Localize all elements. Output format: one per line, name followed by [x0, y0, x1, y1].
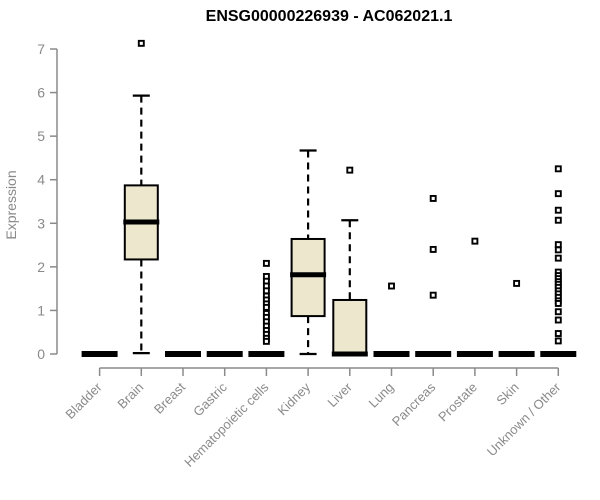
outlier-point — [262, 337, 270, 345]
x-tick-label-bladder: Bladder — [62, 379, 105, 422]
outlier-point — [554, 330, 562, 337]
outlier-point — [554, 165, 562, 173]
y-tick-label: 3 — [37, 215, 45, 231]
outlier-point — [262, 287, 270, 295]
x-tick-label-kidney: Kidney — [275, 379, 314, 418]
x-tick-label-unknown-other: Unknown / Other — [484, 379, 564, 459]
y-tick-label: 0 — [37, 346, 45, 362]
outlier-point — [554, 254, 562, 262]
boxplot-hematopoietic-cells — [248, 259, 285, 357]
outlier-point — [262, 303, 270, 311]
boxplot-skin — [498, 279, 535, 357]
outlier-point — [554, 241, 562, 249]
iqr-box — [290, 237, 326, 318]
outlier-point — [554, 308, 562, 316]
outlier-point — [429, 195, 437, 202]
y-tick-label: 2 — [37, 259, 45, 275]
outlier-point — [554, 337, 562, 345]
x-tick-label-gastric: Gastric — [190, 379, 230, 419]
outlier-point — [554, 190, 562, 198]
outlier-point — [429, 245, 437, 253]
outlier-point — [429, 291, 437, 299]
boxplot-kidney — [290, 149, 327, 356]
y-tick-label: 7 — [37, 41, 45, 57]
boxplot-lung — [373, 282, 410, 357]
boxplot-pancreas — [415, 195, 452, 357]
outlier-point — [471, 237, 479, 245]
outlier-point — [137, 39, 145, 47]
boxplot-unknown-other — [540, 165, 577, 357]
boxplot-prostate — [456, 237, 493, 357]
y-tick-label: 4 — [37, 172, 45, 188]
iqr-box — [332, 298, 368, 355]
outlier-point — [388, 282, 395, 290]
x-tick-label-liver: Liver — [324, 379, 355, 410]
x-tick-label-lung: Lung — [366, 380, 397, 411]
x-tick-label-prostate: Prostate — [435, 380, 480, 425]
outlier-point — [554, 300, 562, 307]
x-tick-label-breast: Breast — [151, 379, 188, 416]
outlier-point — [513, 279, 521, 287]
outlier-point — [346, 166, 354, 174]
boxplot-brain — [123, 39, 160, 355]
x-tick-label-brain: Brain — [114, 380, 146, 412]
y-axis-title: Expression — [3, 170, 19, 239]
outlier-point — [554, 216, 562, 224]
boxplot-liver — [331, 166, 368, 357]
y-tick-label: 1 — [37, 302, 45, 318]
outlier-point — [554, 206, 562, 214]
x-tick-label-pancreas: Pancreas — [389, 379, 439, 429]
outlier-point — [262, 259, 270, 267]
chart-title: ENSG00000226939 - AC062021.1 — [205, 8, 453, 25]
y-tick-label: 5 — [37, 128, 45, 144]
y-tick-label: 6 — [37, 85, 45, 101]
x-tick-label-skin: Skin — [493, 380, 521, 408]
outlier-point — [554, 246, 562, 254]
outlier-point — [554, 316, 562, 324]
